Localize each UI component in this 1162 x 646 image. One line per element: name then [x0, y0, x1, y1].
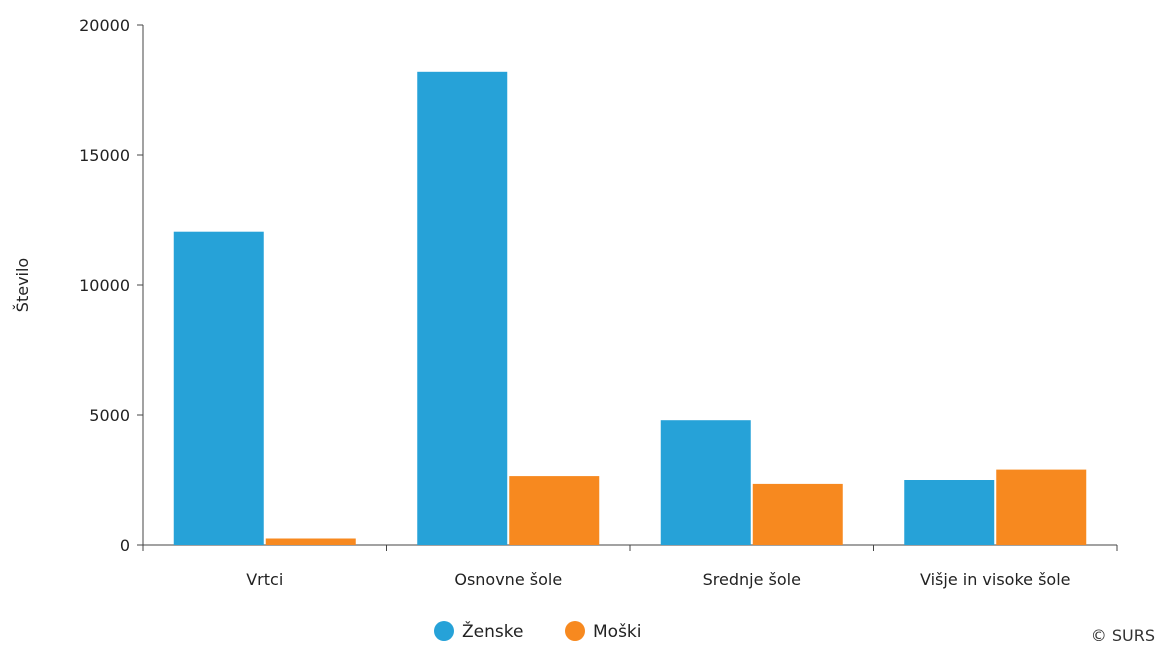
bar-moski-1[interactable] — [509, 476, 600, 545]
bar-zenske-2[interactable] — [660, 420, 751, 545]
bar-moski-2[interactable] — [752, 483, 843, 545]
legend-marker-zenske[interactable] — [434, 621, 454, 641]
legend: Ženske Moški — [434, 620, 642, 642]
credit-text: © SURS — [1091, 626, 1155, 645]
x-tick-label: Višje in visoke šole — [920, 570, 1071, 589]
x-tick-label: Srednje šole — [703, 570, 801, 589]
bar-moski-3[interactable] — [996, 469, 1087, 545]
bar-moski-0[interactable] — [265, 538, 356, 546]
bars — [173, 71, 1087, 546]
bar-zenske-3[interactable] — [904, 480, 995, 545]
y-axis-title: Število — [13, 258, 32, 312]
labels: 0 5000 10000 15000 20000 Število Vrtci Osnovne … — [13, 16, 1071, 589]
y-tick-label: 20000 — [79, 16, 130, 35]
y-tick-label: 0 — [120, 536, 130, 555]
y-tick-label: 5000 — [89, 406, 130, 425]
x-tick-label: Osnovne šole — [454, 570, 562, 589]
axes — [137, 24, 1118, 551]
legend-marker-moski[interactable] — [565, 621, 585, 641]
legend-label-zenske[interactable]: Ženske — [462, 620, 523, 642]
legend-label-moski[interactable]: Moški — [593, 622, 642, 642]
bar-zenske-0[interactable] — [173, 231, 264, 545]
x-tick-label: Vrtci — [246, 570, 283, 589]
bar-zenske-1[interactable] — [417, 71, 508, 546]
y-tick-label: 15000 — [79, 146, 130, 165]
y-tick-label: 10000 — [79, 276, 130, 295]
